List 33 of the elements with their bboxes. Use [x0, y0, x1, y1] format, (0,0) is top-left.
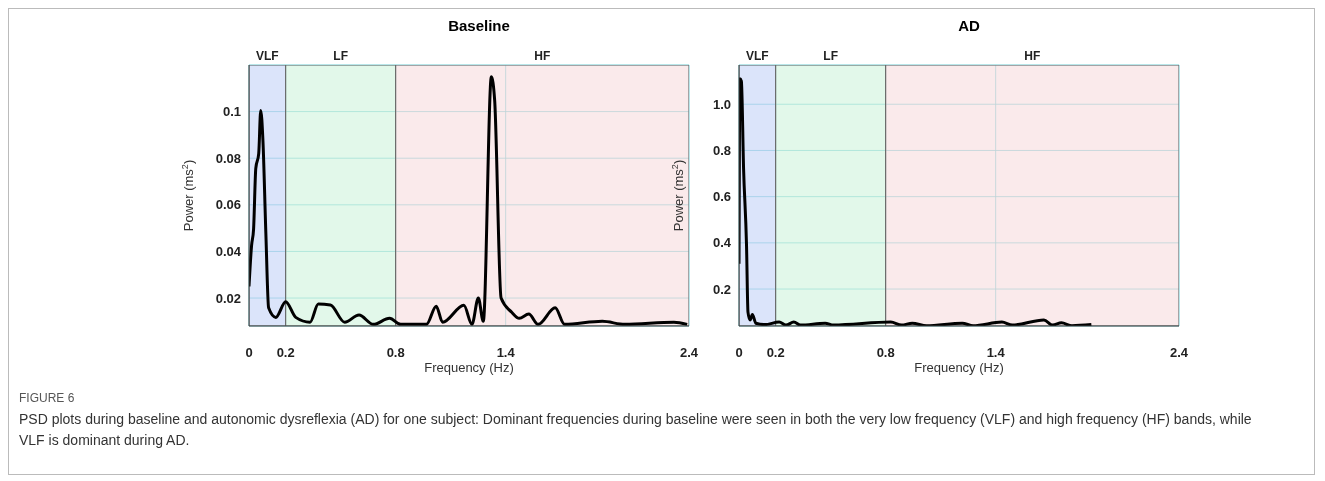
x-axis-title: Frequency (Hz): [914, 360, 1004, 375]
x-tick-label: 0.8: [386, 345, 405, 361]
band-label: VLF: [746, 49, 769, 63]
y-tick-label: 0.04: [215, 244, 242, 260]
line-series: [739, 77, 1093, 326]
band-label: LF: [823, 49, 838, 63]
y-tick-label: 0.4: [712, 235, 732, 251]
x-tick-label: 1.4: [496, 345, 516, 361]
x-tick-label: 0: [735, 345, 743, 361]
x-tick-label: 2.4: [1169, 345, 1189, 361]
y-tick-label: 1.0: [712, 96, 731, 112]
x-axis-title: Frequency (Hz): [424, 360, 514, 375]
band-label: HF: [534, 49, 551, 63]
y-tick-label: 0.06: [215, 197, 241, 213]
x-tick-label: 0: [245, 345, 253, 361]
y-tick-label: 0.08: [215, 150, 241, 166]
x-tick-label: 0.2: [766, 345, 785, 361]
text: PSD plots during baseline and autonomic dysreflexia (AD) for one subject: Dominant frequencies during baseline were seen in both the very low frequency (VLF) and high frequency (HF) bands, while VLF is dominant during AD.: [19, 410, 1253, 450]
y-tick-label: 0.1: [222, 104, 241, 120]
chart-title: Baseline: [447, 16, 511, 36]
x-tick-label: 0.2: [276, 345, 295, 361]
x-tick-label: 0.8: [876, 345, 895, 361]
band-label: LF: [333, 49, 348, 63]
y-tick-label: 0.6: [712, 189, 731, 205]
band-label: VLF: [256, 49, 279, 63]
caption: FIGURE 6: [19, 391, 76, 405]
y-tick-label: 0.8: [712, 143, 731, 159]
band-label: HF: [1024, 49, 1041, 63]
y-tick-label: 0.2: [712, 281, 731, 297]
x-tick-label: 2.4: [679, 345, 699, 361]
x-tick-label: 1.4: [986, 345, 1006, 361]
chart-title: AD: [957, 16, 981, 36]
y-tick-label: 0.02: [215, 290, 241, 306]
